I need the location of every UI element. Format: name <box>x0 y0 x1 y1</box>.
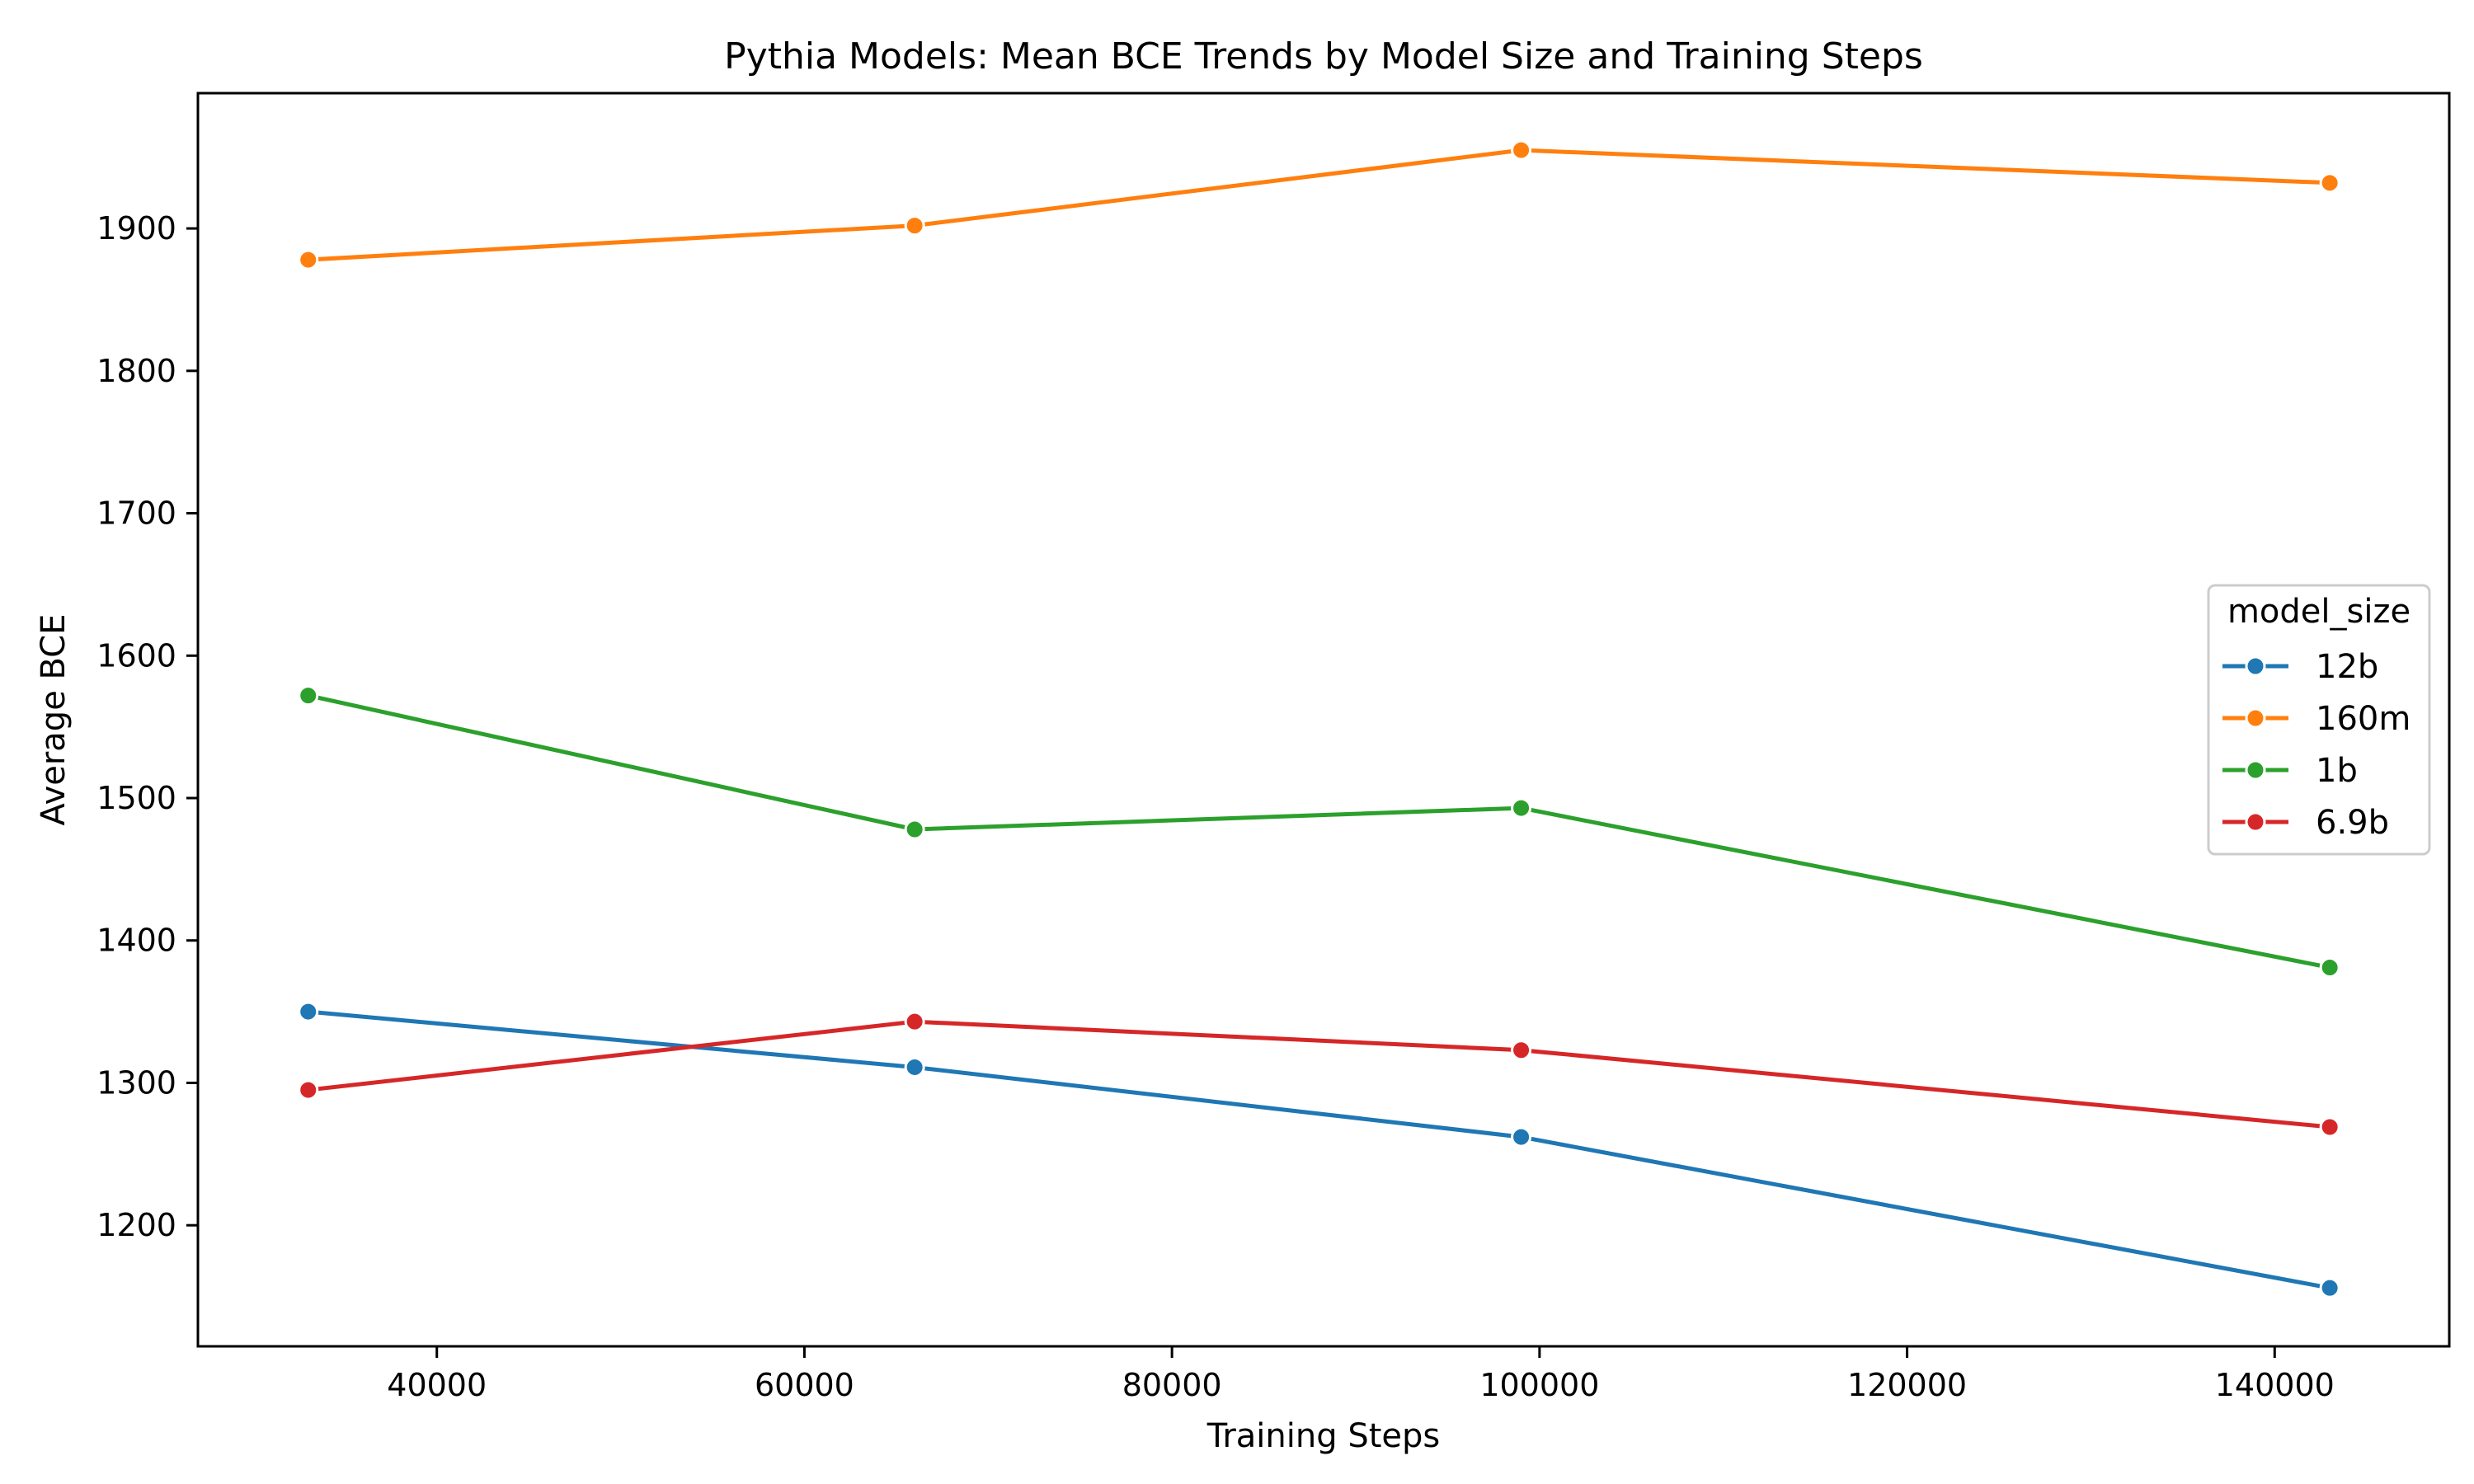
series-line <box>308 148 2331 262</box>
legend-box <box>2207 584 2431 856</box>
series-1b <box>298 685 2340 979</box>
y-tick-label: 1400 <box>96 923 176 959</box>
legend-item: 1b <box>2222 752 2358 790</box>
data-point <box>1511 1126 1532 1148</box>
y-axis-label: Average BCE <box>35 614 73 826</box>
data-point <box>2319 957 2340 979</box>
x-tick-label: 40000 <box>387 1367 487 1403</box>
series-line <box>308 693 2331 970</box>
data-point <box>1511 1040 1532 1061</box>
legend-item: 160m <box>2222 700 2411 738</box>
data-point <box>904 215 925 237</box>
x-axis-label: Training Steps <box>1206 1417 1440 1455</box>
legend: model_size 12b 160m 1b 6.9b <box>2207 584 2431 856</box>
legend-items: 12b 160m 1b 6.9b <box>2222 648 2411 842</box>
x-tick-label: 120000 <box>1847 1367 1967 1403</box>
chart-title: Pythia Models: Mean BCE Trends by Model … <box>724 35 1923 77</box>
legend-label: 160m <box>2316 700 2411 738</box>
legend-label: 12b <box>2316 648 2378 686</box>
data-point <box>1511 139 1532 161</box>
x-tick-label: 60000 <box>755 1367 854 1403</box>
x-tick-label: 80000 <box>1122 1367 1222 1403</box>
data-point <box>904 819 925 840</box>
series-160m <box>298 139 2340 270</box>
y-tick-label: 1600 <box>96 637 176 674</box>
series-6.9b <box>298 1011 2340 1138</box>
data-point <box>298 1001 319 1022</box>
x-tick-label: 140000 <box>2215 1367 2335 1403</box>
legend-marker <box>2245 759 2266 781</box>
data-point <box>298 1079 319 1101</box>
y-axis: 1200 1300 1400 1500 1600 1700 1800 1900 <box>96 210 198 1243</box>
x-axis: 40000 60000 80000 100000 120000 140000 <box>387 1346 2335 1403</box>
plot-area <box>298 139 2340 1298</box>
data-point <box>2319 1116 2340 1138</box>
series-12b <box>298 1001 2340 1298</box>
series-line <box>308 1019 2331 1129</box>
legend-label: 1b <box>2316 752 2358 790</box>
legend-label: 6.9b <box>2316 804 2389 842</box>
y-tick-label: 1700 <box>96 495 176 532</box>
x-tick-label: 100000 <box>1479 1367 1599 1403</box>
legend-title: model_size <box>2227 593 2411 631</box>
data-point <box>2319 172 2340 194</box>
y-tick-label: 1300 <box>96 1064 176 1101</box>
data-point <box>2319 1277 2340 1298</box>
legend-item: 12b <box>2222 648 2378 686</box>
y-tick-label: 1900 <box>96 210 176 247</box>
legend-marker <box>2245 655 2266 677</box>
legend-marker <box>2245 707 2266 729</box>
plot-frame <box>196 92 2451 1348</box>
data-point <box>904 1011 925 1032</box>
legend-marker <box>2245 811 2266 833</box>
data-point <box>298 685 319 707</box>
series-line <box>308 1009 2331 1290</box>
y-tick-label: 1200 <box>96 1207 176 1243</box>
legend-item: 6.9b <box>2222 804 2389 842</box>
data-point <box>904 1056 925 1078</box>
y-tick-label: 1800 <box>96 353 176 389</box>
data-point <box>298 249 319 270</box>
y-tick-label: 1500 <box>96 780 176 816</box>
data-point <box>1511 797 1532 819</box>
